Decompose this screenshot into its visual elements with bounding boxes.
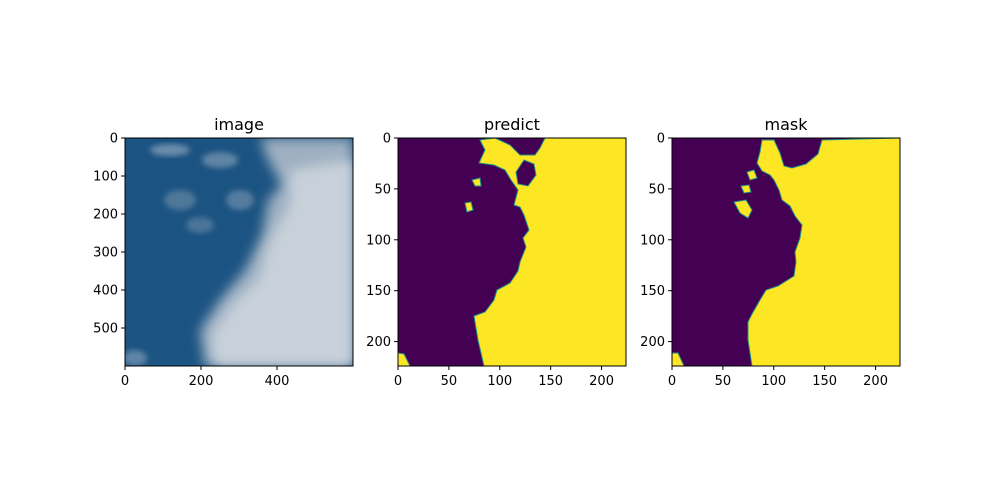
x-tick-label: 150 — [538, 374, 563, 389]
y-tick-label: 150 — [640, 284, 665, 299]
class-1-speck — [740, 184, 752, 194]
y-tick-label: 200 — [93, 208, 118, 223]
panel-predict: predict 0 50 100 150 200 0 50 100 150 200 — [366, 115, 627, 390]
y-tick-label: 500 — [93, 322, 118, 337]
x-tick-label: 150 — [812, 374, 837, 389]
x-tick-label: 200 — [189, 374, 214, 389]
class-0-hole — [515, 159, 537, 187]
class-1-corner — [672, 352, 685, 366]
x-tick-label: 50 — [441, 374, 458, 389]
panel-title-image: image — [214, 115, 264, 134]
cloud-wisp — [226, 190, 254, 210]
y-tick-label: 150 — [366, 284, 391, 299]
axis-ticks-predict: 0 50 100 150 200 0 50 100 150 200 — [366, 132, 614, 390]
y-tick-label: 100 — [366, 233, 391, 248]
cloud-wisp — [164, 190, 196, 210]
class-1-region — [473, 138, 626, 366]
panel-title-mask: mask — [765, 115, 809, 134]
axes-frame — [671, 137, 901, 367]
axis-ticks-image: 0 200 400 0 100 200 300 400 500 — [93, 132, 289, 390]
x-tick-label: 100 — [761, 374, 786, 389]
class-1-speck — [464, 201, 474, 213]
cloud-wisp — [186, 217, 214, 233]
y-tick-label: 300 — [93, 246, 118, 261]
y-tick-label: 50 — [374, 182, 391, 197]
class-1-speck — [733, 199, 753, 219]
panel-title-predict: predict — [484, 115, 540, 134]
class-1-corner — [398, 352, 411, 366]
x-tick-label: 200 — [863, 374, 888, 389]
axis-ticks-mask: 0 50 100 150 200 0 50 100 150 200 — [640, 132, 888, 390]
class-1-speck — [746, 169, 758, 181]
y-tick-label: 0 — [110, 132, 118, 147]
y-tick-label: 50 — [648, 182, 665, 197]
cloud-wisp — [202, 152, 238, 168]
y-tick-label: 400 — [93, 284, 118, 299]
y-tick-label: 100 — [93, 170, 118, 185]
x-tick-label: 0 — [394, 374, 402, 389]
cloud-wisp — [125, 350, 147, 366]
panel-image: image 0 200 400 0 100 200 300 400 500 — [93, 115, 354, 390]
y-tick-label: 200 — [366, 335, 391, 350]
mask-raster — [672, 138, 900, 366]
x-tick-label: 100 — [487, 374, 512, 389]
predict-raster — [398, 138, 626, 366]
y-tick-label: 100 — [640, 233, 665, 248]
cloud-mass-inner — [212, 160, 353, 366]
x-tick-label: 200 — [589, 374, 614, 389]
class-1-region — [747, 138, 900, 366]
y-tick-label: 0 — [383, 132, 391, 147]
y-tick-label: 200 — [640, 335, 665, 350]
x-tick-label: 0 — [121, 374, 129, 389]
axes-frame — [397, 137, 627, 367]
x-tick-label: 400 — [265, 374, 290, 389]
cloud-wisp — [150, 144, 190, 156]
x-tick-label: 0 — [668, 374, 676, 389]
x-tick-label: 50 — [715, 374, 732, 389]
image-raster — [125, 138, 353, 366]
panel-mask: mask 0 50 100 150 200 0 50 100 150 200 — [640, 115, 901, 390]
class-1-speck — [471, 177, 482, 187]
y-tick-label: 0 — [657, 132, 665, 147]
